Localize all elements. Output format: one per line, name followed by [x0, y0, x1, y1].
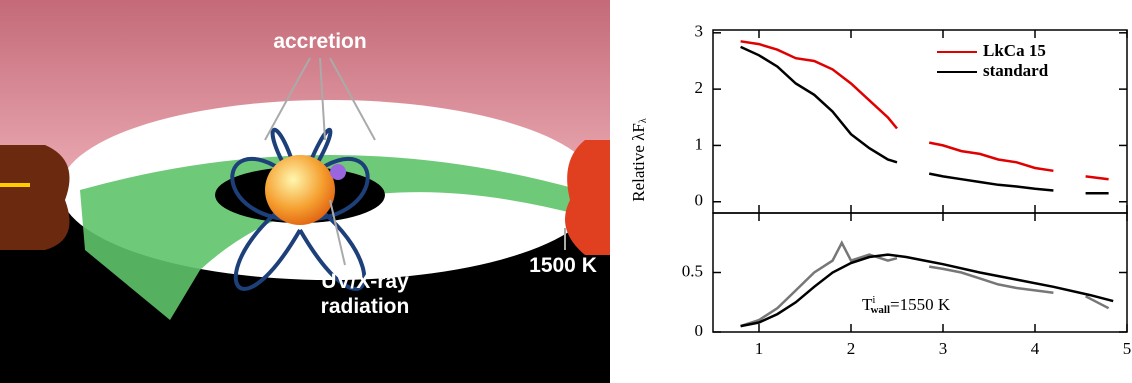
annotation: Ti wall=1550 K [862, 294, 951, 316]
label: UV/X-ray [321, 270, 409, 293]
wall-blob [565, 140, 610, 255]
plot-frame [712, 29, 1128, 214]
series-line [740, 253, 1114, 328]
series-line [740, 40, 1109, 181]
annotation-part: =1550 K [890, 295, 951, 314]
x-tick-label: 4 [1031, 339, 1040, 358]
series-line [740, 45, 1109, 195]
x-tick-label: 3 [939, 339, 948, 358]
y-tick-label: 0 [695, 191, 704, 210]
annotation-part: wall [870, 304, 890, 316]
y-label: Relative λF [629, 123, 648, 202]
illustration: accretion UV/X-ray radiation 1500 K [0, 0, 610, 383]
hot-spot [330, 164, 346, 180]
x-tick-label: 2 [847, 339, 856, 358]
y-tick-label: 0 [695, 321, 704, 340]
label: 1500 K [529, 254, 597, 277]
legend-label: standard [983, 61, 1049, 80]
outer-blob [0, 145, 70, 250]
x-tick-label: 1 [755, 339, 764, 358]
x-tick-label: 5 [1123, 339, 1132, 358]
annotation-part: T [862, 295, 873, 314]
pointers [264, 57, 566, 266]
star [265, 155, 335, 225]
y-axis-label: Relative λFλ [629, 118, 649, 202]
label: radiation [321, 295, 410, 318]
y-tick-label: 0.5 [682, 261, 703, 280]
label: accretion [273, 30, 366, 53]
y-label-sub: λ [638, 118, 649, 123]
annotation-part: i [872, 294, 875, 306]
y-tick-label: 3 [695, 22, 704, 41]
legend-label: LkCa 15 [983, 41, 1046, 60]
y-tick-label: 2 [695, 78, 704, 97]
disk [80, 155, 580, 320]
y-tick-label: 1 [695, 134, 704, 153]
